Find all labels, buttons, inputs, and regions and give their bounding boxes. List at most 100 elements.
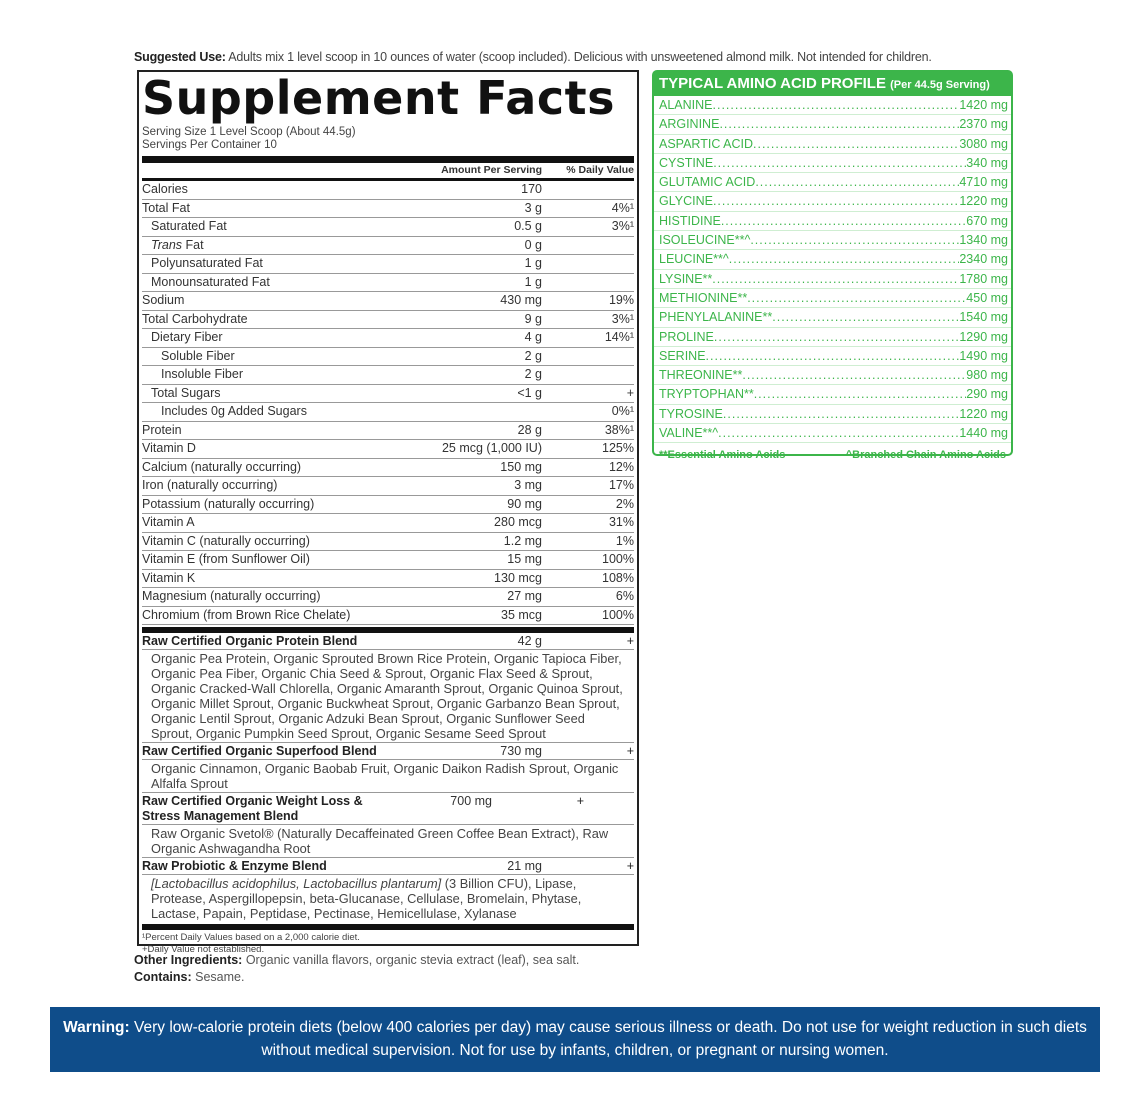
nutrient-dv: 31%	[608, 515, 634, 529]
divider-thick	[142, 924, 634, 930]
suggested-use: Suggested Use: Adults mix 1 level scoop …	[134, 50, 932, 64]
nutrient-name: Chromium (from Brown Rice Chelate)	[142, 607, 351, 622]
amino-value: 2340 mg	[959, 252, 1008, 267]
servings-per-container: Servings Per Container 10	[142, 139, 277, 151]
amino-acid-profile: TYPICAL AMINO ACID PROFILE (Per 44.5g Se…	[652, 70, 1013, 461]
nutrient-dv: 0%¹	[611, 404, 634, 418]
nutrient-name: Total Fat	[142, 200, 190, 215]
amino-value: 4710 mg	[959, 175, 1008, 190]
nutrient-row: Sodium 430 mg 19%	[142, 292, 634, 311]
blend-dv: +	[576, 794, 584, 808]
nutrient-dv: 125%	[602, 441, 634, 455]
amino-name: ARGININE	[659, 117, 720, 132]
blend-ingredients: Organic Cinnamon, Organic Baobab Fruit, …	[142, 760, 634, 793]
amino-value: 1340 mg	[959, 233, 1008, 248]
nutrient-name: Protein	[142, 422, 182, 437]
nutrient-name: Total Carbohydrate	[142, 311, 248, 326]
amino-name: LYSINE**	[659, 271, 713, 286]
nutrient-row: Vitamin E (from Sunflower Oil) 15 mg 100%	[142, 551, 634, 570]
nutrient-label: Includes 0g Added Sugars	[142, 403, 422, 421]
nutrient-row: Total Carbohydrate 9 g 3%¹	[142, 311, 634, 329]
nutrient-row: Monounsaturated Fat 1 g	[142, 274, 634, 292]
contains: Contains: Sesame.	[134, 969, 579, 986]
suggested-use-label: Suggested Use:	[134, 50, 226, 64]
blend-name: Raw Probiotic & Enzyme Blend	[142, 859, 327, 873]
suggested-use-text: Adults mix 1 level scoop in 10 ounces of…	[225, 50, 932, 64]
contains-text: Sesame.	[191, 970, 245, 984]
nutrient-label: Total Carbohydrate	[142, 311, 422, 329]
blend-ingredients-text: Organic Cinnamon, Organic Baobab Fruit, …	[151, 761, 619, 791]
nutrient-row: Total Sugars <1 g +	[142, 385, 634, 403]
supplement-facts-panel: Supplement Facts Serving Size 1 Level Sc…	[137, 70, 639, 955]
amino-row: PHENYLALANINE** 1540 mg	[654, 308, 1011, 328]
nutrient-dv: 108%	[602, 570, 634, 585]
nutrient-row: Soluble Fiber 2 g	[142, 348, 634, 366]
nutrient-name: Sodium	[142, 293, 185, 307]
amino-name: GLUTAMIC ACID	[659, 175, 756, 190]
nutrient-name: Saturated Fat	[151, 219, 227, 233]
nutrient-amount: 28 g	[517, 422, 542, 437]
blend-name: Raw Certified Organic Superfood Blend	[142, 744, 377, 758]
nutrient-label: Calcium (naturally occurring)	[142, 459, 422, 477]
amino-value: 1220 mg	[959, 194, 1008, 209]
amino-row: ALANINE 1420 mg	[654, 96, 1011, 116]
contains-label: Contains:	[134, 970, 192, 984]
nutrient-label: Magnesium (naturally occurring)	[142, 588, 422, 606]
other-info: Other Ingredients: Organic vanilla flavo…	[134, 952, 579, 986]
nutrient-dv	[542, 181, 634, 199]
nutrient-dv: 14%¹	[604, 330, 634, 344]
nutrient-row: Chromium (from Brown Rice Chelate) 35 mcg…	[142, 607, 634, 625]
nutrient-name: Vitamin C (naturally occurring)	[142, 533, 310, 548]
nutrient-row: Protein 28 g 38%¹	[142, 422, 634, 440]
nutrient-label: Polyunsaturated Fat	[142, 255, 422, 273]
amino-notes: **Essential Amino Acids ^Branched Chain …	[654, 443, 1011, 461]
blend-ingredients-text: Raw Organic Svetol® (Naturally Decaffein…	[151, 826, 609, 856]
nutrient-label: Vitamin A	[142, 514, 422, 532]
amino-name: CYSTINE	[659, 155, 714, 170]
dot-leader	[747, 289, 966, 307]
amino-row: ISOLEUCINE**^ 1340 mg	[654, 231, 1011, 251]
blend-name: Raw Certified Organic Weight Loss & Stre…	[142, 794, 363, 823]
nutrient-label: Protein	[142, 422, 422, 440]
dot-leader	[772, 308, 959, 326]
amino-title: TYPICAL AMINO ACID PROFILE	[659, 75, 886, 92]
nutrient-amount: 27 mg	[507, 589, 542, 603]
nutrient-amount: 130 mcg	[494, 570, 542, 585]
col-amount-header: Amount Per Serving	[441, 164, 542, 176]
nutrient-dv	[542, 255, 634, 273]
nutrient-amount	[422, 403, 542, 421]
nutrient-amount: 1 g	[524, 274, 542, 289]
nutrient-dv: 100%	[602, 607, 634, 622]
nutrient-row: Polyunsaturated Fat 1 g	[142, 255, 634, 274]
nutrient-amount: 15 mg	[507, 552, 542, 566]
nutrient-name: Monounsaturated Fat	[151, 274, 270, 289]
nutrient-dv: 38%¹	[604, 422, 634, 437]
nutrient-dv: 2%	[615, 496, 634, 511]
nutrient-row: Vitamin K 130 mcg 108%	[142, 570, 634, 588]
amino-name: PROLINE	[659, 329, 714, 344]
amino-row: TRYPTOPHAN** 290 mg	[654, 385, 1011, 405]
nutrient-label: Vitamin C (naturally occurring)	[142, 533, 422, 551]
column-headers: Amount Per Serving % Daily Value	[142, 163, 634, 181]
nutrient-amount: 170	[521, 182, 542, 196]
nutrient-dv: 17%	[608, 478, 634, 492]
nutrient-row: Includes 0g Added Sugars 0%¹	[142, 403, 634, 422]
nutrient-label: Total Sugars	[142, 385, 422, 403]
nutrient-row: Dietary Fiber 4 g 14%¹	[142, 329, 634, 348]
blend-ingredients: Organic Pea Protein, Organic Sprouted Br…	[142, 650, 634, 743]
nutrient-amount: 90 mg	[507, 496, 542, 511]
nutrient-amount: 2 g	[524, 367, 542, 381]
amino-row: SERINE 1490 mg	[654, 347, 1011, 367]
nutrient-row: Calcium (naturally occurring) 150 mg 12%	[142, 459, 634, 477]
amino-name: ISOLEUCINE**^	[659, 233, 751, 248]
nutrient-amount: 1.2 mg	[503, 533, 542, 548]
nutrient-dv	[542, 274, 634, 292]
nutrient-dv: 4%¹	[611, 200, 634, 215]
blend-amount: 700 mg	[450, 794, 492, 808]
amino-name: VALINE**^	[659, 426, 719, 441]
nutrient-amount: 430 mg	[500, 293, 542, 307]
blend-amount: 42 g	[517, 634, 542, 648]
nutrient-dv: 1%	[615, 533, 634, 548]
nutrient-name: Calcium (naturally occurring)	[142, 459, 302, 474]
nutrient-name: Vitamin D	[142, 441, 196, 455]
